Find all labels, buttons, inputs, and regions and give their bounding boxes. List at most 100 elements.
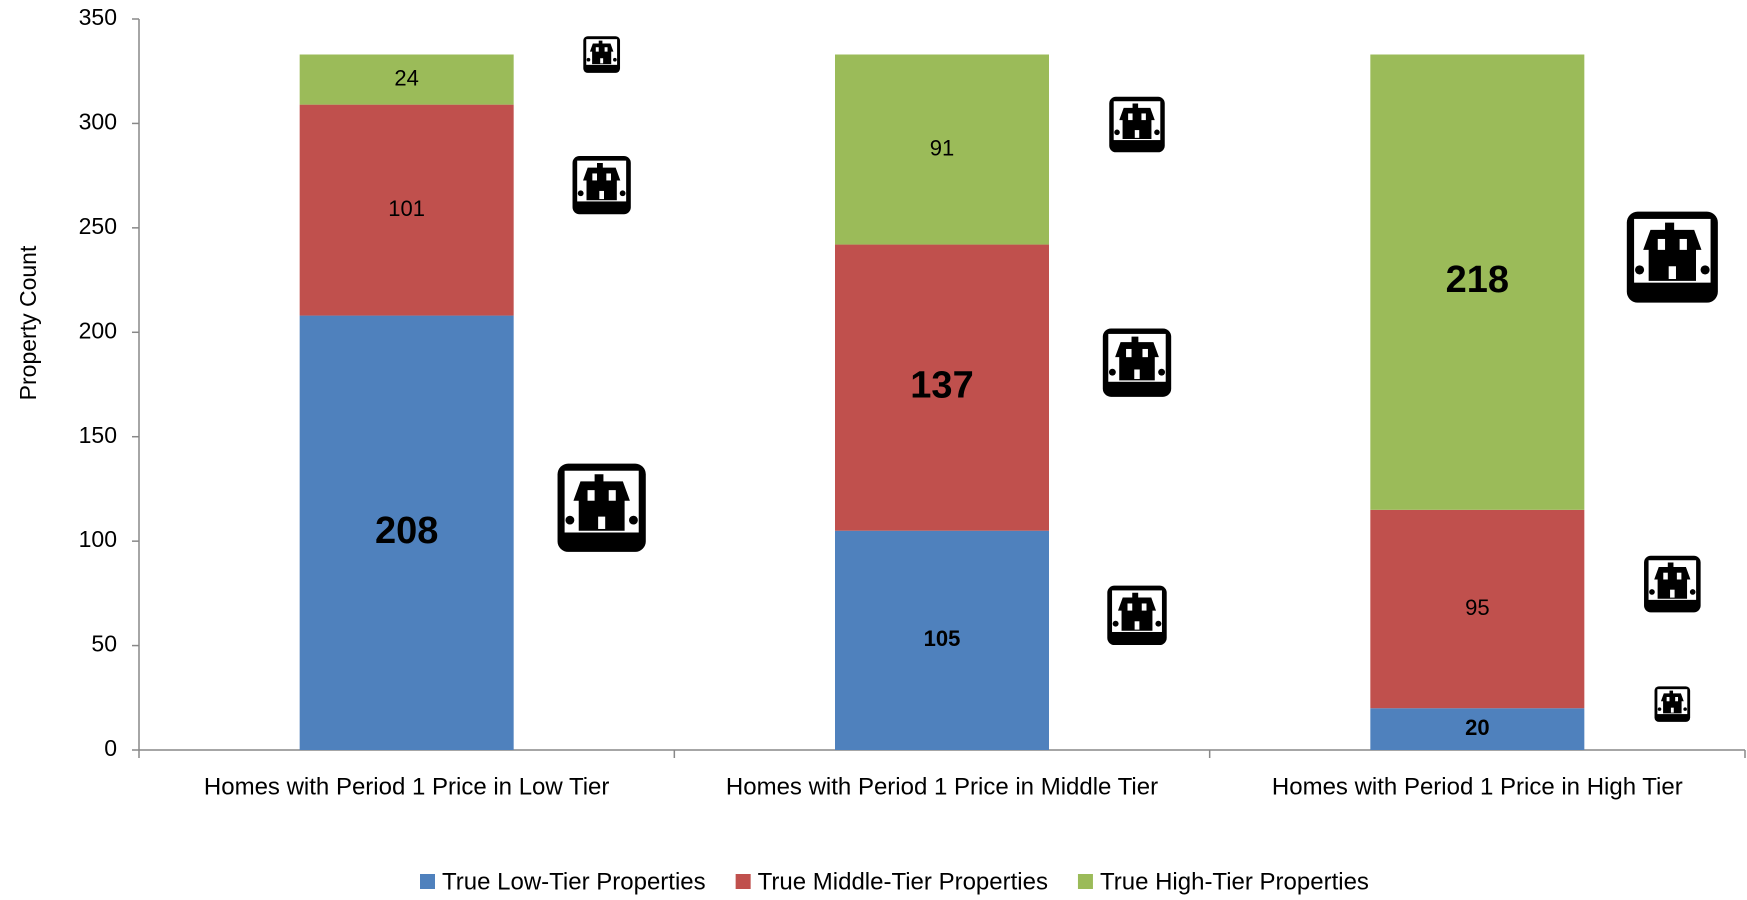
icon-door xyxy=(598,516,606,529)
icon-house xyxy=(589,40,614,65)
icon-window xyxy=(1142,348,1148,358)
legend-swatch xyxy=(735,874,751,889)
data-label: 95 xyxy=(1465,595,1489,620)
data-label: 91 xyxy=(930,135,954,160)
x-tick-label: Homes with Period 1 Price in Low Tier xyxy=(204,773,610,800)
bar-segment xyxy=(1370,509,1585,709)
icon-window xyxy=(1141,603,1147,611)
house-icon xyxy=(1107,585,1167,646)
icon-door xyxy=(599,190,604,200)
icon-tree xyxy=(619,190,626,197)
legend-label: True High-Tier Properties xyxy=(1100,868,1369,895)
icon-tree xyxy=(629,515,638,525)
icon-tree xyxy=(586,57,591,62)
bar-segment xyxy=(299,104,514,316)
y-tick-label: 100 xyxy=(79,526,117,552)
data-label: 20 xyxy=(1465,715,1489,740)
icon-house xyxy=(573,474,630,531)
legend-swatch xyxy=(1077,874,1093,889)
icon-window xyxy=(587,490,595,501)
icon-door xyxy=(1134,369,1140,380)
icon-tree xyxy=(1108,368,1116,376)
icon-tree xyxy=(1114,129,1120,136)
data-label: 137 xyxy=(910,365,973,407)
icon-house xyxy=(1115,336,1159,381)
icon-window xyxy=(592,173,598,181)
house-icon xyxy=(1109,96,1165,153)
icon-tree xyxy=(1657,707,1662,711)
icon-door xyxy=(600,58,604,64)
icon-window xyxy=(1666,696,1670,702)
icon-tree xyxy=(613,57,617,62)
icon-window xyxy=(595,47,599,52)
icon-door xyxy=(1134,130,1140,138)
house-icon xyxy=(1102,328,1172,397)
icon-house xyxy=(1654,562,1691,599)
icon-window xyxy=(1657,238,1666,250)
icon-tree xyxy=(1689,589,1696,595)
data-label: 105 xyxy=(924,626,961,651)
x-tick-label: Homes with Period 1 Price in Middle Tier xyxy=(726,773,1158,800)
icon-window xyxy=(1127,603,1133,611)
legend-label: True Low-Tier Properties xyxy=(442,868,706,895)
icon-window xyxy=(1676,572,1682,580)
bar-segment xyxy=(835,530,1049,750)
house-icon xyxy=(583,36,621,73)
icon-house xyxy=(1117,592,1157,631)
bar-segment xyxy=(1370,54,1585,510)
icon-tree xyxy=(1700,265,1710,275)
icon-tree xyxy=(1112,620,1119,627)
data-label: 101 xyxy=(388,196,425,221)
icon-tree xyxy=(577,190,584,197)
bar-segment xyxy=(299,54,514,105)
icon-door xyxy=(1670,707,1674,713)
y-tick-label: 300 xyxy=(79,109,117,135)
y-tick-label: 200 xyxy=(79,317,117,343)
icon-house xyxy=(1119,103,1155,139)
icon-tree xyxy=(1683,707,1687,711)
y-tick-label: 0 xyxy=(104,735,117,761)
icon-door xyxy=(1668,266,1676,280)
data-label: 24 xyxy=(394,65,418,90)
icon-house xyxy=(1660,690,1684,714)
legend-label: True Middle-Tier Properties xyxy=(758,868,1048,895)
icon-house xyxy=(1643,222,1702,281)
data-label: 208 xyxy=(375,510,438,552)
y-tick-label: 350 xyxy=(79,4,117,30)
data-label: 218 xyxy=(1446,259,1509,301)
house-icon xyxy=(557,463,646,552)
bar-segment xyxy=(1370,708,1585,750)
icon-window xyxy=(1663,572,1668,580)
icon-tree xyxy=(1155,620,1162,627)
icon-door xyxy=(1670,589,1675,598)
icon-door xyxy=(1134,621,1140,630)
bar-segment xyxy=(835,54,1049,245)
icon-house xyxy=(583,162,621,201)
legend-swatch xyxy=(420,874,435,889)
icon-tree xyxy=(1158,368,1166,376)
icon-window xyxy=(1679,238,1687,250)
x-tick-label: Homes with Period 1 Price in High Tier xyxy=(1272,773,1683,800)
icon-tree xyxy=(1649,589,1655,595)
y-tick-label: 250 xyxy=(79,213,117,239)
icon-window xyxy=(1128,113,1133,121)
house-icon xyxy=(572,155,631,215)
icon-window xyxy=(1675,696,1679,702)
icon-window xyxy=(606,173,611,181)
house-icon xyxy=(1654,686,1691,722)
icon-tree xyxy=(1635,265,1645,275)
y-tick-label: 50 xyxy=(91,631,117,657)
house-icon xyxy=(1644,555,1701,613)
icon-window xyxy=(604,47,608,52)
y-tick-label: 150 xyxy=(79,422,117,448)
icon-window xyxy=(1126,348,1132,358)
icon-window xyxy=(608,490,616,501)
bar-segment xyxy=(299,315,514,750)
icon-tree xyxy=(565,515,575,525)
y-axis-label: Property Count xyxy=(15,245,41,400)
icon-window xyxy=(1141,113,1146,121)
bar-segment xyxy=(835,244,1049,531)
icon-tree xyxy=(1154,129,1160,136)
